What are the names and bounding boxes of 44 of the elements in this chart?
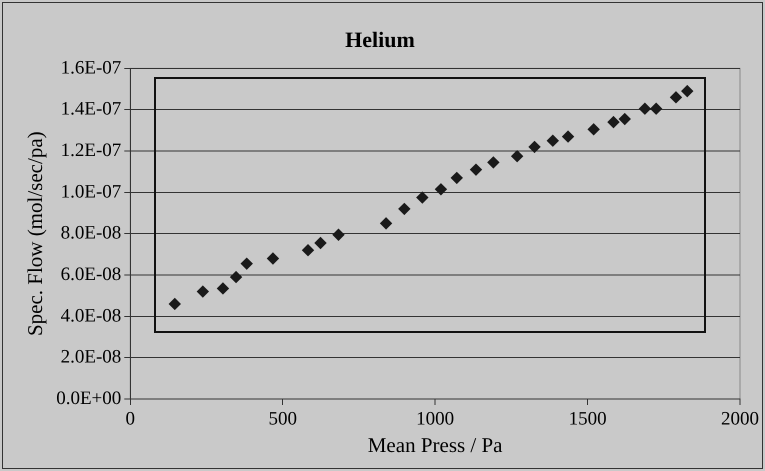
point: [546, 134, 559, 147]
point: [240, 258, 253, 270]
x-tick-label: 500: [268, 408, 297, 430]
y-tick-label: 6.0E-08: [60, 264, 122, 286]
point: [670, 91, 682, 104]
y-tick-label: 0.0E+00: [56, 388, 122, 409]
y-tick-label: 1.6E-07: [60, 57, 122, 78]
point: [511, 150, 524, 162]
y-tick-label: 2.0E-08: [60, 346, 122, 368]
point: [638, 102, 651, 115]
point: [168, 298, 181, 310]
point: [230, 271, 242, 284]
x-tick-label: 1000: [416, 408, 454, 430]
point: [216, 282, 229, 294]
point: [398, 202, 410, 215]
point: [332, 228, 344, 241]
point: [618, 113, 631, 126]
x-tick-label: 2000: [721, 408, 759, 430]
point: [314, 237, 327, 249]
point: [196, 286, 209, 298]
point: [470, 164, 482, 176]
y-tick-label: 8.0E-08: [60, 222, 122, 244]
y-axis-title: Spec. Flow (mol/sec/pa): [23, 131, 48, 336]
x-tick-label: 0: [126, 408, 136, 430]
point: [607, 116, 620, 128]
point: [302, 244, 314, 256]
point: [681, 85, 694, 98]
chart-title: Helium: [345, 26, 415, 52]
point: [588, 123, 600, 136]
point: [487, 156, 500, 168]
point: [528, 140, 541, 153]
y-tick-label: 1.2E-07: [60, 140, 122, 162]
point: [450, 172, 463, 184]
point: [266, 252, 279, 264]
x-axis-title: Mean Press / Pa: [368, 432, 504, 457]
y-tick-label: 1.4E-07: [60, 98, 122, 120]
point: [416, 192, 428, 204]
x-tick-label: 1500: [568, 408, 607, 430]
y-tick-label: 1.0E-07: [60, 181, 122, 202]
point: [650, 102, 662, 115]
point: [380, 217, 392, 230]
point: [434, 183, 447, 196]
point: [562, 130, 574, 143]
y-tick-label: 4.0E-08: [60, 305, 122, 326]
